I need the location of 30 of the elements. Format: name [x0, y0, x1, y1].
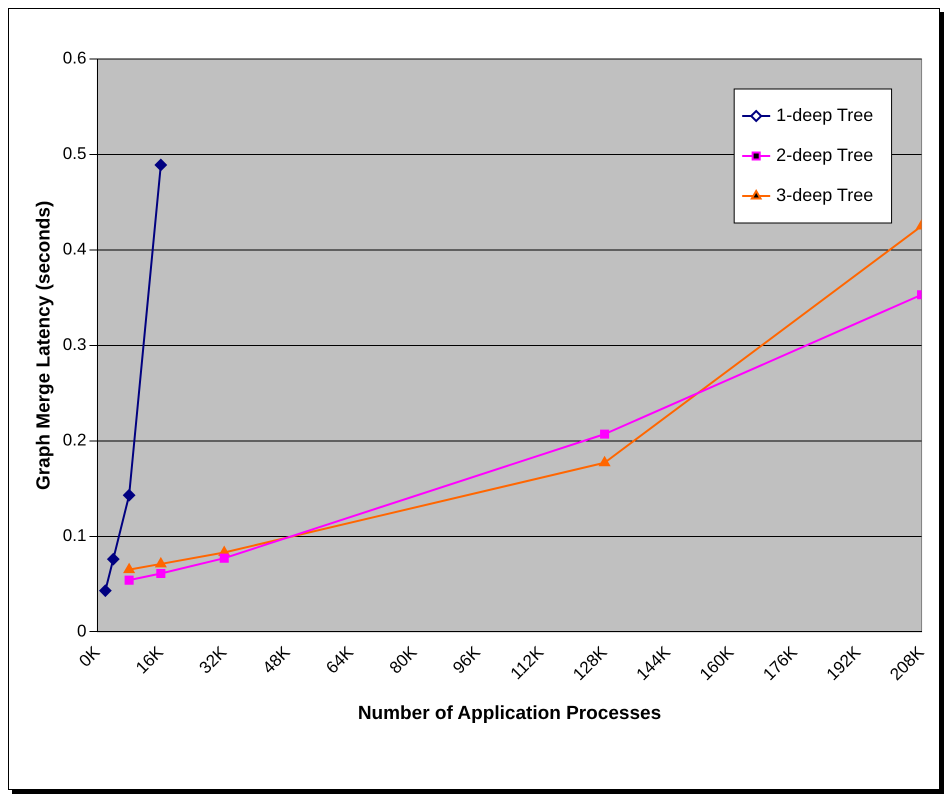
y-tick-label: 0 [76, 621, 86, 640]
legend-label: 1-deep Tree [776, 104, 874, 125]
point [599, 456, 610, 466]
point [156, 568, 166, 578]
y-tick-label: 0.3 [62, 335, 86, 354]
y-tick-label: 0.4 [62, 240, 86, 259]
x-tick-label: 64K [322, 642, 358, 678]
point [107, 553, 120, 566]
legend-label: 3-deep Tree [776, 184, 874, 205]
point [124, 564, 134, 574]
point [600, 430, 610, 439]
x-tick-label: 32K [196, 642, 231, 678]
x-tick-label: 80K [386, 642, 422, 678]
x-tick-label: 96K [449, 642, 484, 678]
point [154, 158, 167, 171]
x-tick-label: 0K [75, 642, 104, 671]
y-tick-label: 0.2 [62, 430, 86, 450]
point [124, 576, 134, 585]
point [156, 558, 166, 568]
legend-label: 2-deep Tree [776, 144, 874, 165]
point [123, 489, 136, 502]
y-tick-label: 0.5 [62, 144, 86, 164]
y-axis-title: Graph Merge Latency (seconds) [34, 200, 55, 490]
x-tick-label: 16K [132, 642, 168, 678]
point [99, 584, 112, 597]
point [220, 554, 229, 563]
y-tick-label: 0.6 [62, 48, 86, 68]
x-axis-title: Number of Application Processes [358, 702, 662, 724]
y-tick-label: 0.1 [62, 526, 86, 545]
x-tick-label: 48K [258, 642, 294, 678]
